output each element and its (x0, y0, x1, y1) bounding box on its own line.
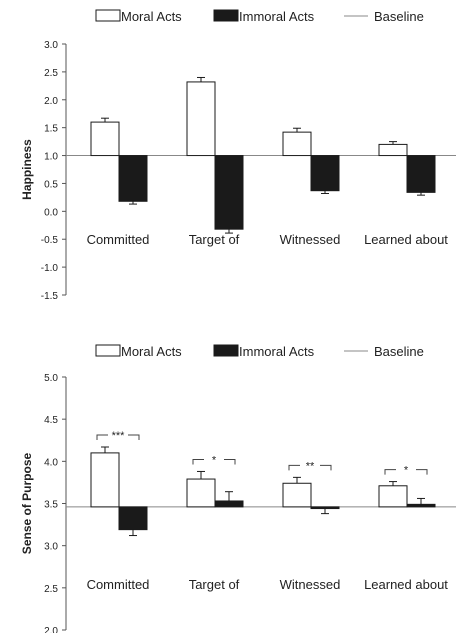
legend-label-1: Moral Acts (121, 344, 182, 359)
bar-moral-1 (90, 121, 120, 157)
significance-marker-2: * (212, 454, 217, 466)
category-label-1: Committed (87, 232, 150, 247)
significance-bracket (128, 434, 140, 440)
significance-bracket (192, 458, 204, 465)
category-label-3: Witnessed (280, 232, 341, 247)
bar-moral-3 (282, 131, 312, 157)
legend-label-3: Baseline (374, 344, 424, 359)
y-tick-label: 0.0 (44, 207, 58, 218)
legend-swatch-1 (95, 344, 121, 357)
category-label-4: Learned about (364, 577, 448, 592)
y-tick-label: 2.0 (44, 626, 58, 633)
y-tick-label: -0.5 (41, 235, 59, 246)
bar-moral-2 (186, 81, 216, 157)
category-label-3: Witnessed (280, 577, 341, 592)
legend-label-2: Immoral Acts (239, 9, 315, 24)
bar-immoral-4 (406, 503, 436, 508)
chart-1: Moral Acts Immoral Acts Baseline 3.0 2.5 2.0 1… (20, 9, 456, 302)
bar-immoral-1 (118, 155, 148, 202)
y-axis-label: Sense of Purpose (20, 453, 34, 555)
legend-swatch-1 (95, 9, 121, 22)
legend-swatch-2 (213, 344, 239, 357)
bar-immoral-1 (118, 506, 148, 531)
bar-moral-4 (378, 485, 408, 508)
chart-2: Moral Acts Immoral Acts Baseline 5.0 4.5 4.0 3… (20, 344, 456, 633)
bar-immoral-3 (310, 155, 340, 192)
legend-label-2: Immoral Acts (239, 344, 315, 359)
y-tick-label: 4.5 (44, 415, 58, 426)
y-tick-label: 3.0 (44, 542, 58, 553)
significance-marker-4: * (404, 465, 409, 477)
legend: Moral Acts Immoral Acts Baseline (95, 344, 424, 359)
significance-bracket (96, 434, 108, 440)
legend-swatch-2 (213, 9, 239, 22)
y-tick-label: 0.5 (44, 179, 58, 190)
bar-immoral-3 (310, 506, 340, 510)
significance-marker-1: *** (112, 430, 126, 442)
y-tick-label: 3.0 (44, 40, 58, 51)
significance-bracket (384, 469, 396, 475)
y-tick-label: 1.0 (44, 152, 58, 163)
y-tick-label: 5.0 (44, 373, 58, 384)
bar-immoral-4 (406, 155, 436, 193)
y-tick-label: 4.0 (44, 457, 58, 468)
legend-label-3: Baseline (374, 9, 424, 24)
category-label-2: Target of (189, 577, 240, 592)
bar-moral-4 (378, 143, 408, 157)
y-tick-label: -1.0 (41, 263, 59, 274)
bar-moral-3 (282, 482, 312, 508)
y-tick-label: 1.5 (44, 124, 58, 135)
bar-immoral-2 (214, 500, 244, 508)
y-tick-label: 3.5 (44, 500, 58, 511)
significance-bracket (320, 464, 332, 471)
legend: Moral Acts Immoral Acts Baseline (95, 9, 424, 24)
category-label-4: Learned about (364, 232, 448, 247)
y-tick-label: 2.0 (44, 96, 58, 107)
category-label-1: Committed (87, 577, 150, 592)
significance-bracket (288, 464, 300, 471)
y-tick-label: -1.5 (41, 291, 59, 302)
y-tick-label: 2.5 (44, 584, 58, 595)
y-axis-label: Happiness (20, 139, 34, 200)
legend-label-1: Moral Acts (121, 9, 182, 24)
bar-moral-1 (90, 452, 120, 508)
bar-immoral-2 (214, 155, 244, 230)
bar-moral-2 (186, 478, 216, 508)
significance-marker-3: ** (306, 460, 315, 472)
category-label-2: Target of (189, 232, 240, 247)
significance-bracket (416, 469, 428, 475)
y-tick-label: 2.5 (44, 68, 58, 79)
significance-bracket (224, 458, 236, 465)
